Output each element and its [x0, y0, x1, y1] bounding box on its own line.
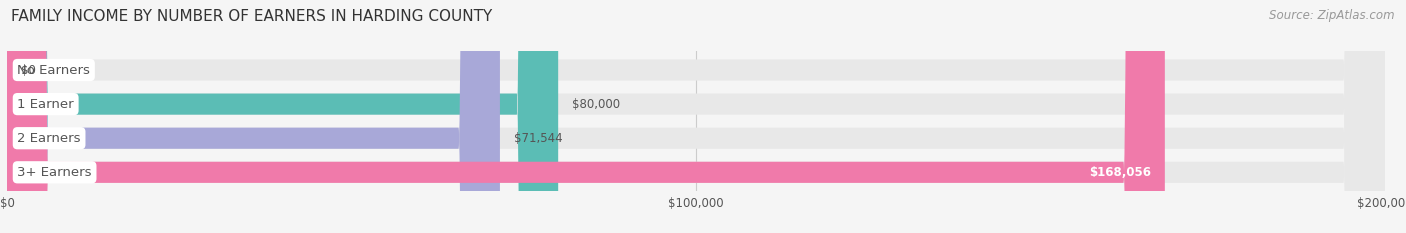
Text: 3+ Earners: 3+ Earners: [17, 166, 91, 179]
Text: $80,000: $80,000: [572, 98, 620, 111]
Text: FAMILY INCOME BY NUMBER OF EARNERS IN HARDING COUNTY: FAMILY INCOME BY NUMBER OF EARNERS IN HA…: [11, 9, 492, 24]
FancyBboxPatch shape: [7, 0, 1385, 233]
Text: Source: ZipAtlas.com: Source: ZipAtlas.com: [1270, 9, 1395, 22]
Text: 1 Earner: 1 Earner: [17, 98, 75, 111]
Text: No Earners: No Earners: [17, 64, 90, 76]
Text: $168,056: $168,056: [1090, 166, 1152, 179]
Text: $71,544: $71,544: [513, 132, 562, 145]
Text: 2 Earners: 2 Earners: [17, 132, 82, 145]
FancyBboxPatch shape: [7, 0, 1385, 233]
FancyBboxPatch shape: [7, 0, 501, 233]
FancyBboxPatch shape: [7, 0, 558, 233]
FancyBboxPatch shape: [7, 0, 1385, 233]
FancyBboxPatch shape: [7, 0, 1385, 233]
FancyBboxPatch shape: [7, 0, 1164, 233]
Text: $0: $0: [21, 64, 35, 76]
